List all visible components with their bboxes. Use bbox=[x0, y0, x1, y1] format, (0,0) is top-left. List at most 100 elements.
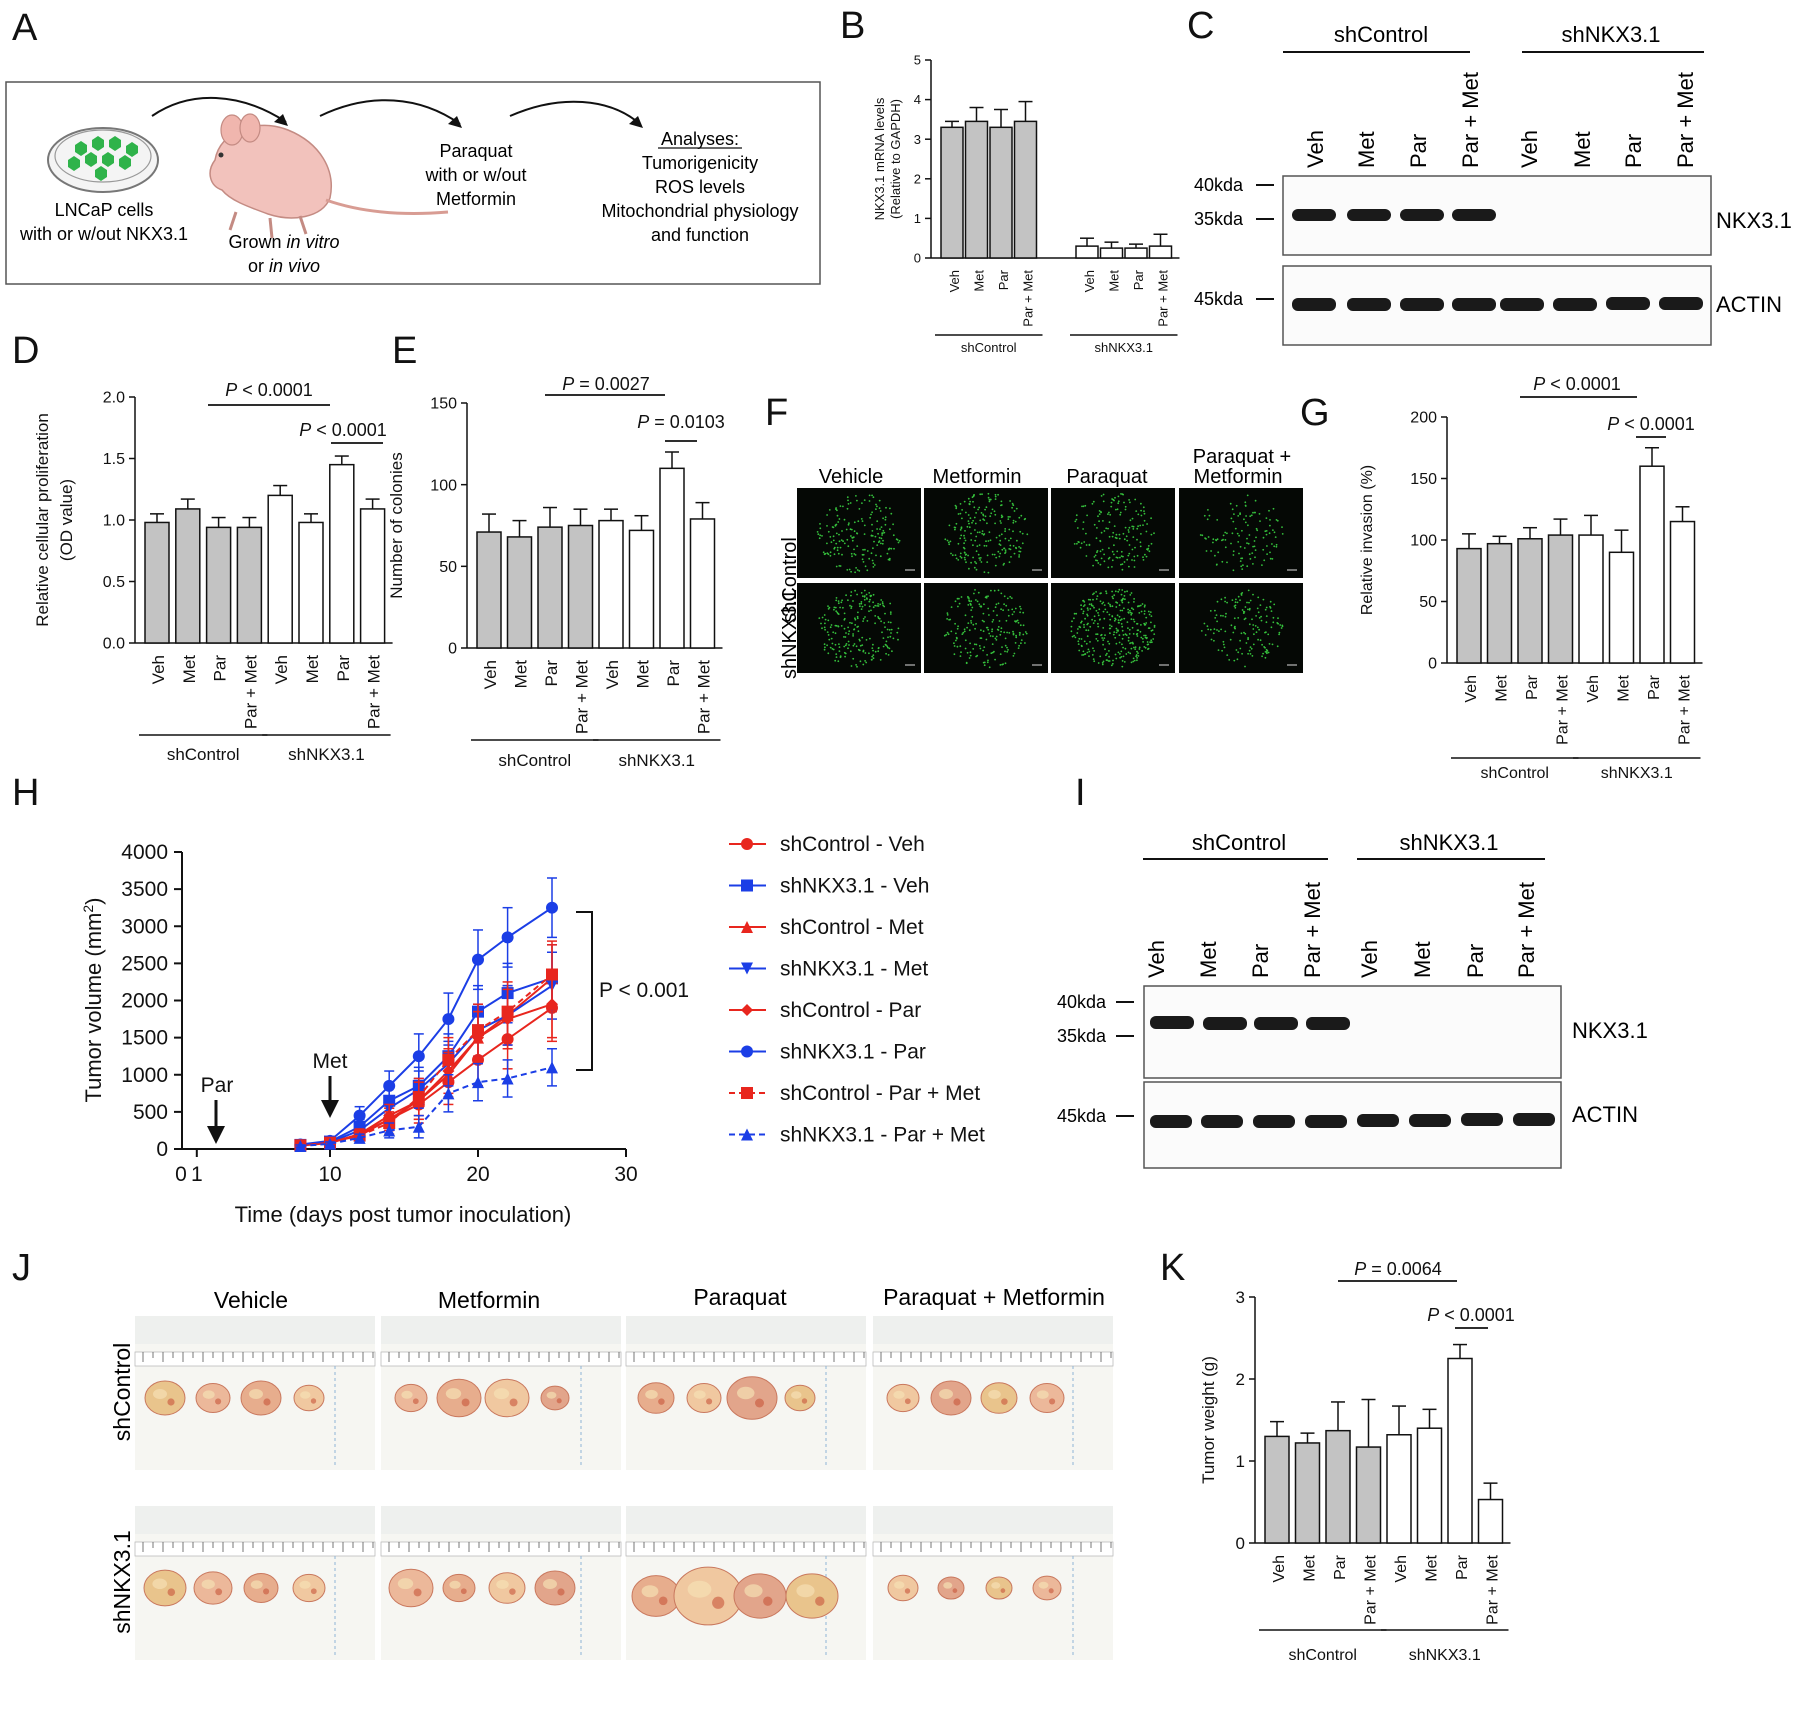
cell-dot bbox=[838, 565, 841, 567]
cell-dot bbox=[965, 511, 967, 514]
treat-label-3: Metformin bbox=[436, 189, 516, 209]
cell-dot bbox=[969, 517, 972, 519]
tumor-vessel bbox=[509, 1588, 516, 1595]
cell-dot bbox=[1134, 546, 1136, 549]
cell-dot bbox=[1002, 609, 1004, 612]
cell-dot bbox=[823, 643, 826, 646]
cell-dot bbox=[1019, 530, 1022, 533]
cell-dot bbox=[1104, 608, 1107, 611]
cell-dot bbox=[973, 643, 976, 646]
cell-dot bbox=[1146, 549, 1149, 551]
cell-dot bbox=[1004, 549, 1007, 552]
cell-dot bbox=[999, 653, 1002, 655]
cell-dot bbox=[1102, 610, 1105, 613]
cell-dot bbox=[847, 640, 850, 643]
cell-dot bbox=[1243, 547, 1246, 549]
cell-dot bbox=[1019, 624, 1022, 627]
x-tick-label: Veh bbox=[1082, 270, 1097, 292]
cell-dot bbox=[1146, 523, 1148, 525]
cell-dot bbox=[961, 517, 963, 520]
cell-dot bbox=[998, 543, 1001, 546]
cell-dot bbox=[1095, 638, 1098, 640]
cell-dot bbox=[878, 540, 881, 542]
cell-dot bbox=[1128, 565, 1130, 568]
data-point bbox=[353, 1109, 366, 1122]
cell-dot bbox=[829, 551, 832, 554]
cell-dot bbox=[1252, 563, 1254, 565]
cell-dot bbox=[983, 603, 985, 606]
cell-dot bbox=[856, 665, 858, 668]
cell-dot bbox=[1245, 642, 1248, 644]
cell-dot bbox=[1271, 543, 1273, 545]
cell-dot bbox=[1013, 552, 1016, 555]
cell-dot bbox=[1139, 545, 1142, 548]
cell-dot bbox=[945, 633, 948, 636]
cell-dot bbox=[1276, 519, 1279, 522]
tumor-highlight bbox=[250, 1580, 263, 1589]
cell-dot bbox=[1117, 651, 1120, 654]
cell-dot bbox=[1020, 514, 1023, 517]
cell-dot bbox=[1254, 549, 1257, 551]
cell-dot bbox=[1133, 601, 1135, 603]
cell-dot bbox=[964, 554, 967, 556]
cell-dot bbox=[974, 561, 976, 563]
cell-dot bbox=[1093, 606, 1095, 609]
cell-dot bbox=[835, 624, 838, 627]
group-label: shControl bbox=[167, 745, 240, 764]
cell-dot bbox=[981, 532, 984, 535]
cell-dot bbox=[840, 601, 843, 604]
x-tick-label: Met bbox=[1616, 674, 1633, 701]
cell-dot bbox=[1108, 660, 1111, 662]
bar bbox=[1456, 547, 1482, 664]
cell-dot bbox=[1108, 556, 1111, 559]
cell-dot bbox=[852, 635, 854, 637]
cell-dot bbox=[1216, 538, 1219, 541]
cell-dot bbox=[849, 650, 852, 653]
cell-dot bbox=[854, 618, 857, 621]
band bbox=[1452, 298, 1496, 311]
cell-dot bbox=[1143, 605, 1146, 608]
cell-dot bbox=[890, 512, 893, 515]
cell-dot bbox=[1009, 544, 1012, 547]
tumor-vessel bbox=[215, 1398, 222, 1405]
cell-dot bbox=[843, 636, 845, 638]
cell-dot bbox=[977, 591, 980, 594]
cell-dot bbox=[1096, 633, 1099, 636]
bar bbox=[628, 529, 655, 649]
cell-dot bbox=[1075, 518, 1078, 521]
ruler-label-strip bbox=[135, 1506, 375, 1534]
cell-dot bbox=[988, 498, 991, 501]
cell-dot bbox=[1118, 634, 1121, 636]
cell-dot bbox=[976, 600, 979, 603]
cell-dot bbox=[1110, 625, 1113, 628]
cell-dot bbox=[840, 625, 843, 627]
cell-dot bbox=[1248, 534, 1251, 536]
cell-dot bbox=[1100, 557, 1103, 560]
blot-i-protein-actin: ACTIN bbox=[1572, 1102, 1638, 1127]
cell-dot bbox=[1082, 610, 1085, 613]
ruler-label-strip bbox=[873, 1316, 1113, 1344]
cell-dot bbox=[1082, 528, 1084, 530]
cell-dot bbox=[1138, 605, 1141, 607]
cell-dot bbox=[1133, 659, 1136, 662]
x-tick-label: Par + Met bbox=[365, 655, 384, 729]
cell-dot bbox=[996, 628, 999, 631]
tumor-photo-grid bbox=[134, 1316, 1114, 1660]
cell-dot bbox=[950, 552, 952, 555]
tumor-vessel bbox=[706, 1398, 713, 1405]
cell-dot bbox=[895, 538, 898, 541]
cell-dot bbox=[1115, 556, 1118, 559]
analyses-item-1: Tumorigenicity bbox=[642, 153, 758, 173]
cell-dot bbox=[868, 605, 871, 608]
cell-dot bbox=[1126, 539, 1129, 542]
cell-dot bbox=[1108, 650, 1110, 652]
cell-dot bbox=[1094, 619, 1096, 622]
mouse-icon bbox=[209, 113, 449, 239]
lane-label: Par + Met bbox=[1300, 882, 1325, 978]
cell-dot bbox=[852, 657, 855, 660]
cell-dot bbox=[889, 621, 892, 624]
cell-dot bbox=[853, 553, 856, 555]
cell-dot bbox=[1131, 525, 1134, 528]
cell-dot bbox=[1087, 648, 1090, 651]
cell-dot bbox=[1253, 545, 1256, 548]
